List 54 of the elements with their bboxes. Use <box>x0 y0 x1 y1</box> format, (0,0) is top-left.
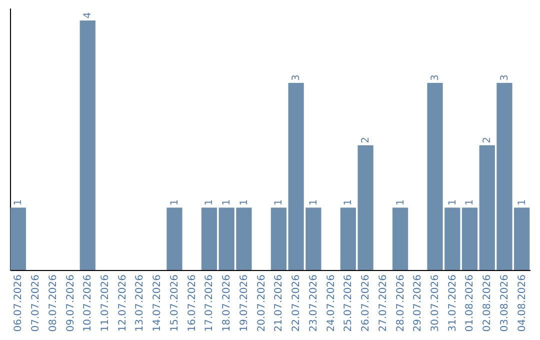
x-tick-label: 29.07.2026 <box>412 274 424 332</box>
x-tick-label: 22.07.2026 <box>291 274 302 332</box>
x-tick-label: 28.07.2026 <box>395 274 406 332</box>
x-tick-label: 26.07.2026 <box>360 274 372 332</box>
x-tick-label: 01.08.2026 <box>464 274 476 332</box>
bar <box>10 208 26 270</box>
x-tick-label: 02.08.2026 <box>482 274 494 332</box>
data-label: 1 <box>204 199 216 206</box>
data-label: 4 <box>82 12 94 18</box>
x-tick-label: 17.07.2026 <box>204 274 216 332</box>
x-tick-label: 10.07.2026 <box>82 274 94 332</box>
x-tick-label: 23.07.2026 <box>308 274 320 332</box>
x-tick-label: 19.07.2026 <box>238 274 250 332</box>
x-tick-label: 12.07.2026 <box>117 274 128 332</box>
x-tick-label: 27.07.2026 <box>378 274 389 332</box>
x-tick-label: 20.07.2026 <box>256 274 268 332</box>
data-label: 2 <box>482 136 494 144</box>
x-tick-label: 06.07.2026 <box>13 274 24 332</box>
data-label: 1 <box>238 199 250 206</box>
data-label: 3 <box>291 74 302 81</box>
data-label: 1 <box>222 199 233 206</box>
data-label: 1 <box>516 199 528 206</box>
bar <box>462 208 478 270</box>
data-label: 1 <box>13 199 24 206</box>
data-label: 1 <box>343 199 354 206</box>
x-tick-label: 31.07.2026 <box>447 274 458 332</box>
x-tick-label: 13.07.2026 <box>134 274 146 332</box>
x-tick-label: 18.07.2026 <box>222 274 233 332</box>
x-tick-label: 07.07.2026 <box>30 274 42 332</box>
x-tick-label: 30.07.2026 <box>430 274 441 332</box>
data-label: 1 <box>464 199 476 206</box>
data-label: 1 <box>169 199 180 206</box>
data-label: 1 <box>274 199 285 206</box>
x-tick-label: 25.07.2026 <box>343 274 354 332</box>
data-label: 1 <box>395 199 406 206</box>
x-tick-label: 03.08.2026 <box>499 274 510 332</box>
x-tick-label: 15.07.2026 <box>169 274 180 332</box>
data-label: 1 <box>308 199 320 206</box>
data-label: 3 <box>430 74 441 81</box>
x-tick-label: 14.07.2026 <box>152 274 164 332</box>
x-tick-label: 04.08.2026 <box>516 274 528 332</box>
bar <box>80 20 96 270</box>
x-tick-label: 09.07.2026 <box>65 274 76 332</box>
bar <box>166 208 182 270</box>
x-tick-label: 16.07.2026 <box>186 274 198 332</box>
x-tick-label: 24.07.2026 <box>326 274 337 332</box>
x-tick-label: 11.07.2026 <box>100 274 112 332</box>
x-tick-label: 21.07.2026 <box>274 274 285 332</box>
data-label: 2 <box>360 136 372 144</box>
x-tick-label: 08.07.2026 <box>48 274 59 332</box>
data-label: 1 <box>447 199 458 206</box>
data-label: 3 <box>499 74 510 81</box>
bar <box>392 208 408 270</box>
bar <box>201 208 218 270</box>
